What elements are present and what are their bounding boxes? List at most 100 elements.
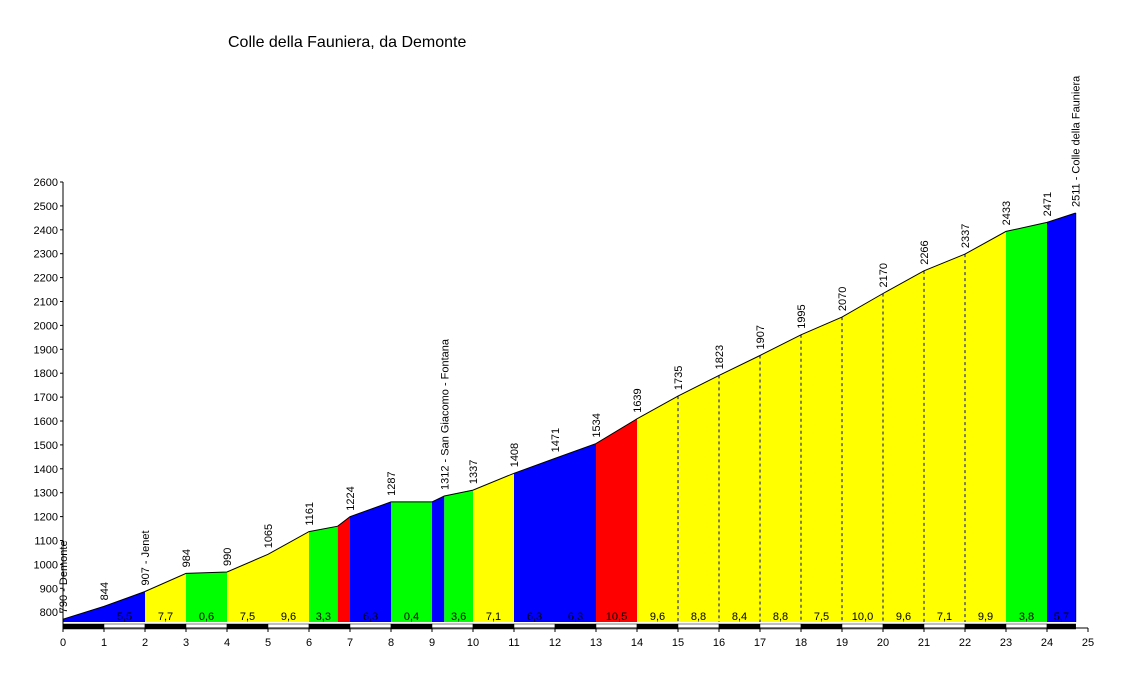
km-bar-24 — [1046, 623, 1076, 630]
profile-segment-13 — [637, 231, 1006, 622]
x-tick-label-2: 2 — [142, 637, 148, 649]
grade-label-5: 9,6 — [281, 611, 296, 623]
grade-label-2: 7,7 — [158, 611, 173, 623]
elevation-label-14: 1639 — [632, 388, 644, 412]
x-tick-label-15: 15 — [672, 637, 684, 649]
x-tick-label-24: 24 — [1041, 637, 1053, 649]
x-tick-label-20: 20 — [877, 637, 889, 649]
profile-outline — [62, 212, 1077, 622]
x-tick-label-16: 16 — [713, 637, 725, 649]
grade-label-17: 8,8 — [773, 611, 788, 623]
elevation-label-20: 2170 — [878, 263, 890, 287]
elevation-label-1: 844 — [99, 582, 111, 600]
elevation-label-18: 1995 — [796, 304, 808, 328]
profile-segment-15 — [1047, 213, 1076, 622]
profile-segment-7 — [391, 501, 432, 622]
elevation-label-11: 1408 — [509, 443, 521, 467]
grade-label-14: 9,6 — [650, 611, 665, 623]
elevation-label-12: 1471 — [550, 428, 562, 452]
x-tick-label-6: 6 — [306, 637, 312, 649]
elevation-label-16: 1823 — [714, 345, 726, 369]
y-tick-label-2200: 2200 — [34, 273, 58, 285]
elevation-label-22: 2337 — [960, 224, 972, 248]
grade-label-9: 3,6 — [451, 611, 466, 623]
grade-label-15: 8,8 — [691, 611, 706, 623]
grade-label-20: 9,6 — [896, 611, 911, 623]
grade-label-16: 8,4 — [732, 611, 747, 623]
elevation-label-5: 1065 — [263, 524, 275, 548]
profile-segment-10 — [473, 473, 514, 622]
x-tick-label-3: 3 — [183, 637, 189, 649]
x-tick-label-12: 12 — [549, 637, 561, 649]
elevation-label-15: 1735 — [673, 366, 685, 390]
y-tick-label-2100: 2100 — [34, 297, 58, 309]
profile-segment-11 — [514, 443, 596, 622]
elevation-label-24: 2471 — [1042, 192, 1054, 216]
profile-segment-4 — [309, 526, 338, 622]
km-divider-lines — [677, 254, 966, 622]
elevation-label-19: 2070 — [837, 287, 849, 311]
x-tick-label-18: 18 — [795, 637, 807, 649]
y-tick-label-1600: 1600 — [34, 416, 58, 428]
profile-segment-14 — [1006, 222, 1047, 622]
profile-segment-3 — [227, 531, 309, 622]
grade-label-1: 5,5 — [117, 611, 132, 623]
elevation-label-21: 2266 — [919, 240, 931, 264]
x-tick-label-10: 10 — [467, 637, 479, 649]
x-tick-label-0: 0 — [60, 637, 66, 649]
elevation-label-10: 1337 — [468, 460, 480, 484]
profile-line — [62, 212, 1076, 620]
y-tick-label-1200: 1200 — [34, 512, 58, 524]
elevation-label-17: 1907 — [755, 325, 767, 349]
x-tick-label-9: 9 — [429, 637, 435, 649]
elevation-label-2: 907 - Jenet — [140, 530, 152, 585]
grade-label-4: 7,5 — [240, 611, 255, 623]
profile-areas — [63, 213, 1076, 622]
grade-band: 5,5 7,7 0,6 7,5 9,6 3,3 6,3 0,4 3,6 7,1 6,3 6,3 10,5… — [62, 611, 1076, 630]
elevation-label-13: 1534 — [591, 413, 603, 437]
profile-segment-1 — [145, 573, 186, 622]
profile-segment-9 — [444, 490, 473, 622]
grade-label-21: 7,1 — [937, 611, 952, 623]
grade-label-18: 7,5 — [814, 611, 829, 623]
chart-title: Colle della Fauniera, da Demonte — [228, 34, 467, 51]
x-tick-label-11: 11 — [508, 637, 519, 649]
grade-label-24: 5,7 — [1054, 611, 1069, 623]
axes: 2600250024002300220021002000190018001700… — [34, 177, 1095, 649]
grade-label-22: 9,9 — [978, 611, 993, 623]
elevation-label-6: 1161 — [304, 502, 316, 526]
profile-segment-12 — [596, 418, 637, 622]
y-tick-label-2400: 2400 — [34, 225, 58, 237]
x-tick-label-19: 19 — [836, 637, 848, 649]
elevation-label-7: 1224 — [345, 486, 357, 510]
y-tick-label-1500: 1500 — [34, 440, 58, 452]
x-tick-label-22: 22 — [959, 637, 971, 649]
y-tick-label-1700: 1700 — [34, 392, 58, 404]
elevation-label-8: 1287 — [386, 471, 398, 495]
grade-label-19: 10,0 — [852, 611, 873, 623]
grade-label-11: 6,3 — [527, 611, 542, 623]
x-tick-label-1: 1 — [101, 637, 107, 649]
profile-segment-2 — [186, 572, 227, 622]
y-tick-label-1100: 1100 — [34, 536, 58, 548]
y-tick-label-2300: 2300 — [34, 249, 58, 261]
y-tick-label-2600: 2600 — [34, 177, 58, 189]
x-tick-label-13: 13 — [590, 637, 602, 649]
x-tick-label-7: 7 — [347, 637, 353, 649]
elevation-label-4: 990 — [222, 548, 234, 566]
elevation-label-0: 790 - Demonte — [58, 540, 70, 613]
grade-label-7: 6,3 — [363, 611, 378, 623]
grade-label-23: 3,8 — [1019, 611, 1034, 623]
y-tick-label-1300: 1300 — [34, 488, 58, 500]
y-tick-label-2000: 2000 — [34, 320, 58, 332]
grade-label-3: 0,6 — [199, 611, 214, 623]
x-tick-label-8: 8 — [388, 637, 394, 649]
grade-label-8: 0,4 — [404, 611, 419, 623]
elevation-label-3: 984 — [181, 549, 193, 567]
y-tick-label-1000: 1000 — [34, 559, 58, 571]
x-tick-label-25: 25 — [1082, 637, 1094, 649]
grade-label-10: 7,1 — [486, 611, 501, 623]
x-tick-label-21: 21 — [918, 637, 930, 649]
x-tick-label-23: 23 — [1000, 637, 1012, 649]
